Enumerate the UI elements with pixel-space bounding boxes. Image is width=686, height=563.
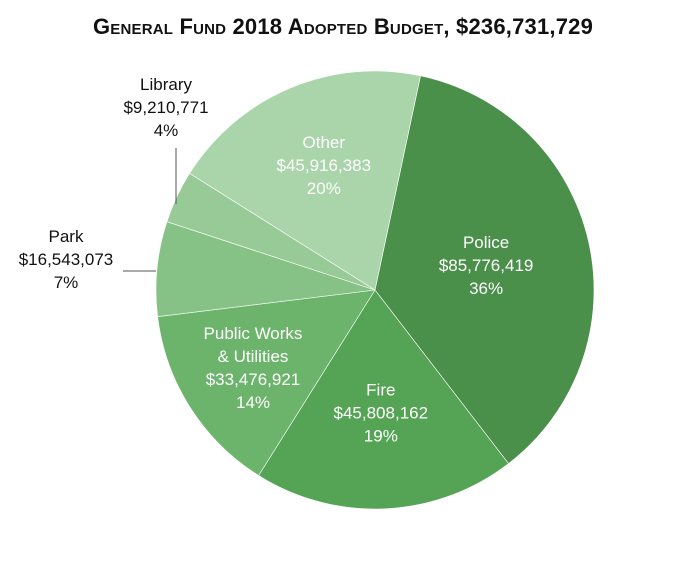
slice-label-other: Other $45,916,383 20% (277, 133, 372, 198)
slice-label-line: $9,210,771 (123, 98, 208, 117)
slice-label-line: $45,808,162 (334, 404, 429, 423)
slice-label-public-works-and-utilities: Public Works & Utilities $33,476,921 14% (204, 324, 303, 412)
slice-label-line: $45,916,383 (277, 156, 372, 175)
slice-label-line: Police (463, 233, 509, 252)
slice-label-line: 36% (469, 279, 503, 298)
chart-title: General Fund 2018 Adopted Budget, $236,7… (92, 14, 594, 39)
slice-label-line: Public Works (204, 324, 303, 343)
slice-label-line: $16,543,073 (19, 250, 114, 269)
slice-label-line: $85,776,419 (439, 256, 534, 275)
slice-label-line: $33,476,921 (206, 370, 301, 389)
slice-label-line: 19% (364, 427, 398, 446)
slice-label-line: 7% (54, 273, 79, 292)
slice-label-park: Park $16,543,073 7% (19, 227, 114, 292)
labels-layer: Police $85,776,419 36% Fire $45,808,162 19% Pu… (19, 75, 534, 446)
slice-label-line: 14% (236, 393, 270, 412)
slices-layer (155, 70, 595, 510)
slice-label-line: Other (303, 133, 346, 152)
slice-label-fire: Fire $45,808,162 19% (334, 381, 429, 446)
slice-label-line: 20% (307, 179, 341, 198)
slice-police (374, 75, 595, 465)
slice-label-line: 4% (154, 121, 179, 140)
slice-label-line: Park (49, 227, 84, 246)
slice-label-line: Fire (366, 381, 395, 400)
slice-other (189, 70, 421, 291)
slice-fire (258, 289, 509, 510)
slice-label-line: & Utilities (218, 347, 289, 366)
slice-public-works-and-utilities (157, 289, 376, 476)
slice-label-line: Library (140, 75, 192, 94)
slice-label-library: Library $9,210,771 4% (123, 75, 208, 140)
leader-lines (123, 148, 177, 272)
slice-label-police: Police $85,776,419 36% (439, 233, 534, 298)
